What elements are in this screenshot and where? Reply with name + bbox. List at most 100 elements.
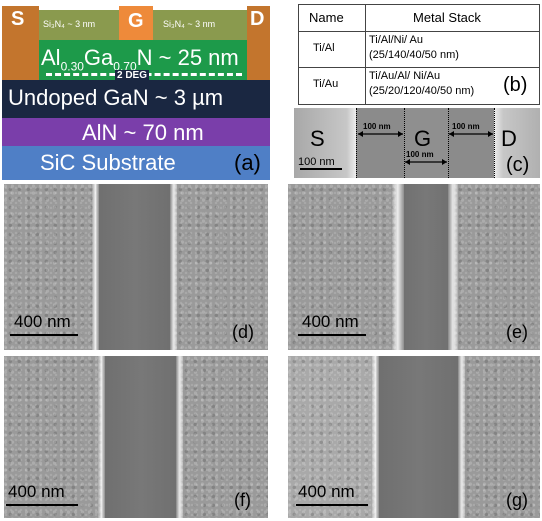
panel-c-label: (c)	[506, 154, 530, 176]
sem-metal-left	[288, 356, 376, 518]
c-drain-label: D	[501, 126, 517, 151]
header-stack-text: Metal Stack	[413, 10, 481, 25]
gap-right-dimension: 100 nm	[452, 122, 480, 131]
table-row: Ti/Au	[299, 67, 366, 104]
source-region	[294, 108, 356, 178]
dotted-boundary	[494, 108, 495, 178]
table-row: Ti/Al	[299, 31, 366, 68]
table-header-stack: Metal Stack	[365, 5, 539, 32]
aln-layer: AlN ~ 70 nm	[2, 118, 270, 146]
sem-edge	[98, 356, 105, 518]
scale-line	[296, 504, 368, 506]
panel-a-label: (a)	[234, 150, 261, 175]
scale-bar: 400 nm	[298, 312, 394, 336]
scale-label: 400 nm	[8, 482, 65, 501]
table-row: Ti/Al/Ni/ Au (25/140/40/50 nm)	[365, 31, 539, 68]
panel-label: (d)	[232, 322, 254, 342]
arrow-icon	[405, 159, 447, 165]
sem-gap	[96, 184, 174, 350]
algan-label: Al0.30Ga0.70N ~ 25 nm	[41, 45, 239, 73]
row-2-stack-line-2: (25/20/120/40/50 nm)	[369, 85, 475, 97]
sem-gap	[376, 356, 462, 518]
2deg-label: 2 DEG	[115, 70, 150, 81]
sem-metal-right	[180, 356, 268, 518]
algan-ga: Ga	[83, 45, 114, 70]
scale-label: 400 nm	[302, 312, 359, 331]
panel-d-sem-image: 400 nm (d)	[4, 184, 268, 350]
panel-f-sem-image: 400 nm (f)	[4, 356, 268, 518]
gate-width-dimension: 100 nm	[406, 150, 434, 159]
arrow-icon	[358, 131, 403, 137]
gan-layer: Undoped GaN ~ 3 µm	[2, 80, 270, 118]
scale-bar: 400 nm	[6, 482, 102, 508]
sin-passivation-right: Si₃N₄ ~ 3 nm	[153, 10, 247, 40]
algan-rest: N ~ 25 nm	[136, 45, 239, 70]
scale-bar: 400 nm	[10, 312, 106, 336]
drain-label: D	[250, 8, 265, 30]
row-1-stack-line-2: (25/140/40/50 nm)	[369, 49, 459, 61]
sin-right-label: Si₃N₄ ~ 3 nm	[163, 19, 216, 29]
panel-b-label: (b)	[503, 74, 528, 96]
panel-label: (e)	[506, 322, 528, 342]
sem-metal-right	[174, 184, 268, 350]
row-2-stack-line-1: Ti/Au/Al/ Ni/Au	[369, 70, 441, 82]
panel-g-sem-image: 400 nm (g)	[288, 356, 540, 518]
sem-metal-right	[454, 184, 540, 350]
sin-passivation-left: Si₃N₄ ~ 3 nm	[39, 10, 119, 40]
scale-bar: 400 nm	[296, 482, 392, 508]
header-name-text: Name	[309, 10, 344, 25]
scale-line	[10, 334, 78, 336]
sic-substrate-layer: SiC Substrate	[2, 146, 270, 180]
dotted-boundary	[404, 108, 405, 178]
sin-left-label: Si₃N₄ ~ 3 nm	[43, 19, 96, 29]
row-1-stack-line-1: Ti/Al/Ni/ Au	[369, 34, 423, 46]
gate-contact: G	[119, 6, 153, 40]
source-label: S	[11, 8, 25, 30]
sem-gap	[102, 356, 180, 518]
panel-b-metal-stack-table: Name Metal Stack Ti/Al Ti/Al/Ni/ Au (25/…	[298, 4, 540, 105]
sem-edge	[372, 356, 379, 518]
gate-region	[404, 108, 448, 178]
arrow-icon	[449, 131, 493, 137]
sem-metal-left	[4, 184, 96, 350]
sic-substrate-label: SiC Substrate	[40, 150, 176, 175]
scale-line	[298, 334, 366, 336]
panel-label: (f)	[234, 490, 251, 510]
panel-label: (g)	[506, 490, 528, 510]
sem-edge	[448, 184, 458, 350]
algan-ga-sub: 0.70	[113, 59, 137, 74]
aln-label: AlN ~ 70 nm	[82, 120, 204, 145]
panel-e-sem-image: 400 nm (e)	[288, 184, 540, 350]
sem-edge	[170, 184, 177, 350]
gap-left-dimension: 100 nm	[363, 122, 391, 131]
drain-contact: D	[247, 6, 270, 80]
row-2-name: Ti/Au	[313, 78, 339, 90]
dotted-boundary	[356, 108, 357, 178]
c-gate-label: G	[414, 126, 432, 151]
sem-edge	[176, 356, 183, 518]
source-contact: S	[2, 6, 39, 80]
gate-label: G	[128, 10, 144, 32]
sem-metal-right	[462, 356, 540, 518]
row-1-name: Ti/Al	[313, 42, 335, 54]
drain-region	[494, 108, 540, 178]
sem-edge	[92, 184, 99, 350]
panel-a-device-cross-section: SiC Substrate AlN ~ 70 nm Undoped GaN ~ …	[2, 2, 270, 180]
algan-al: Al	[41, 45, 61, 70]
algan-barrier-layer: Al0.30Ga0.70N ~ 25 nm	[39, 40, 247, 80]
c-scale-bar	[300, 168, 342, 170]
sem-edge	[458, 356, 465, 518]
panel-c-sem-top-view: S G D 100 nm 100 nm 100 nm 100 nm (c)	[294, 108, 540, 178]
dotted-boundary	[448, 108, 449, 178]
table-row: Ti/Au/Al/ Ni/Au (25/20/120/40/50 nm) (b)	[365, 67, 539, 104]
sem-edge	[392, 184, 404, 350]
c-source-label: S	[310, 126, 325, 151]
sem-metal-left	[4, 356, 102, 518]
scale-label: 400 nm	[14, 312, 71, 331]
c-scale-label: 100 nm	[298, 156, 335, 168]
scale-line	[6, 504, 78, 506]
gan-label: Undoped GaN ~ 3 µm	[8, 85, 224, 110]
scale-label: 400 nm	[298, 482, 355, 501]
algan-al-sub: 0.30	[60, 59, 84, 74]
sem-gap	[398, 184, 454, 350]
